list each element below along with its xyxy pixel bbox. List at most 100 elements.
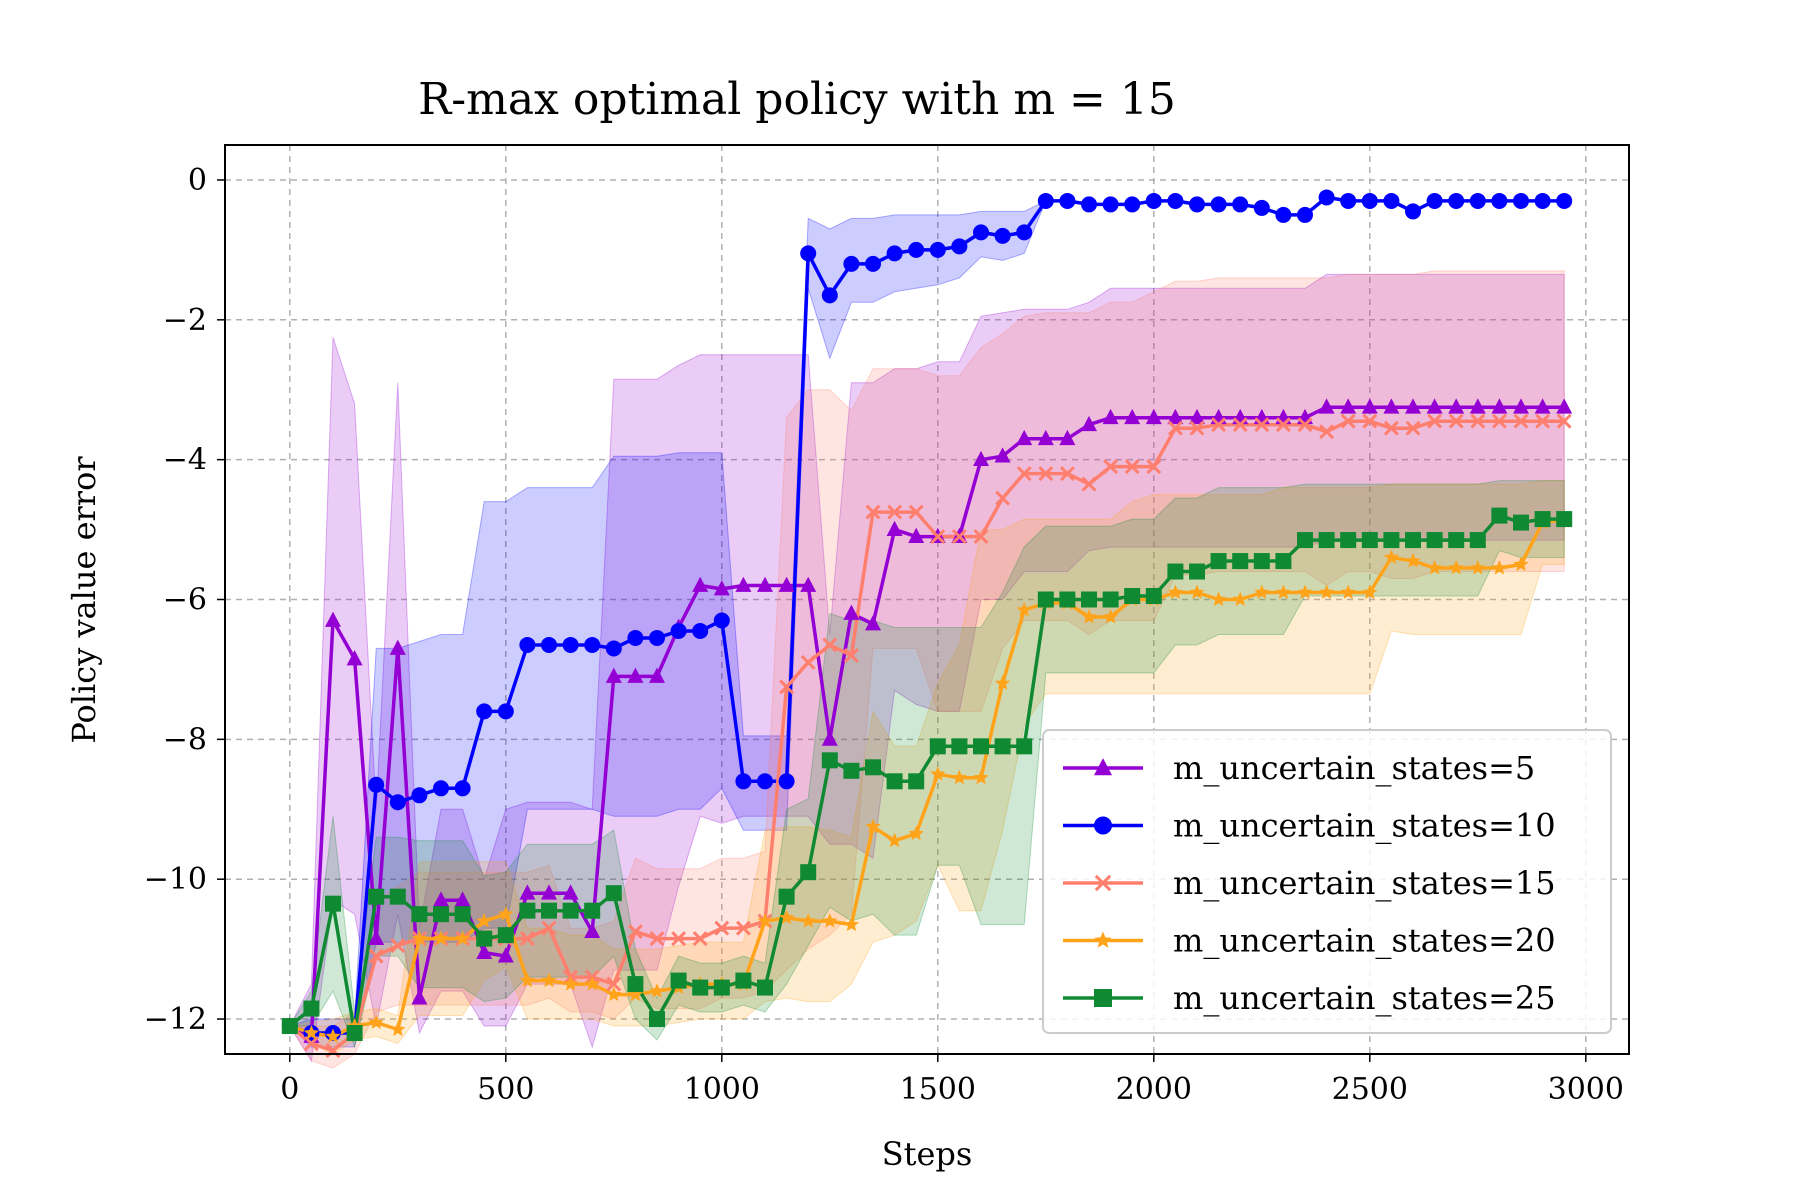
data-point <box>1016 738 1033 755</box>
data-point <box>778 576 795 592</box>
data-point <box>1448 398 1465 414</box>
data-point <box>1167 192 1184 209</box>
data-point <box>951 738 968 755</box>
data-point <box>1016 602 1032 617</box>
data-point <box>1491 507 1508 524</box>
data-point <box>325 895 341 912</box>
x-tick-label: 1000 <box>684 1072 760 1107</box>
data-point <box>1081 609 1097 624</box>
data-point <box>735 920 751 936</box>
data-point <box>1513 514 1529 531</box>
data-point <box>973 224 989 241</box>
data-point <box>843 647 859 663</box>
data-point <box>1469 398 1486 414</box>
data-point <box>1469 192 1486 209</box>
data-point <box>1253 553 1270 570</box>
data-point <box>757 576 773 592</box>
data-point <box>454 891 471 907</box>
data-point <box>800 913 816 928</box>
data-point <box>541 636 557 653</box>
data-point <box>1383 549 1399 564</box>
legend-marker <box>1094 931 1112 948</box>
data-point <box>865 255 881 272</box>
data-point <box>951 238 968 255</box>
data-point <box>368 1014 384 1029</box>
data-point <box>1534 192 1551 209</box>
data-point <box>389 888 406 905</box>
data-point <box>1102 196 1119 213</box>
data-point <box>519 972 535 988</box>
data-point <box>454 906 471 923</box>
data-point <box>411 906 428 923</box>
data-point <box>1059 466 1075 482</box>
data-point <box>800 864 817 881</box>
data-point <box>908 527 925 543</box>
legend: m_uncertain_states=5 m_uncertain_states=1… <box>1042 729 1612 1034</box>
data-point <box>692 622 709 639</box>
data-point <box>1470 413 1486 429</box>
chart-title: R-max optimal policy with m = 15 <box>418 74 1176 125</box>
data-point <box>800 245 817 262</box>
data-point <box>1383 420 1399 436</box>
data-point <box>1556 192 1573 209</box>
data-point <box>1318 532 1335 549</box>
data-point <box>303 1000 320 1017</box>
axis-ticks: 0 500 1000 1500 2000 2500 3000 0 −2 −4 −6 −8 −10 −12 <box>144 163 1624 1107</box>
data-point <box>757 773 773 790</box>
data-point <box>1232 553 1249 570</box>
data-point <box>1124 196 1141 213</box>
legend-label: m_uncertain_states=20 <box>1173 922 1556 960</box>
data-point <box>1361 192 1378 209</box>
data-point <box>1319 424 1335 440</box>
data-point <box>1081 591 1097 608</box>
data-point <box>1405 532 1421 549</box>
data-point <box>1513 413 1529 429</box>
data-point <box>1513 192 1529 209</box>
data-point <box>325 611 341 627</box>
data-point <box>303 1036 319 1051</box>
data-point <box>1016 224 1033 241</box>
legend-label: m_uncertain_states=25 <box>1173 979 1556 1017</box>
data-point <box>886 773 903 790</box>
data-point <box>821 752 838 769</box>
data-point <box>497 947 514 963</box>
y-tick-label: −4 <box>163 443 207 478</box>
data-point <box>433 930 449 946</box>
series-markers <box>281 189 1573 1058</box>
data-point <box>1124 588 1141 605</box>
data-point <box>390 938 406 954</box>
data-point <box>606 986 622 1001</box>
data-point <box>1037 429 1054 446</box>
data-point <box>325 1028 341 1043</box>
data-point <box>822 913 838 928</box>
data-point <box>821 730 838 746</box>
data-point <box>1102 591 1119 608</box>
data-point <box>1210 196 1227 213</box>
data-point <box>1167 408 1184 425</box>
data-point <box>541 920 557 936</box>
data-point <box>1254 584 1270 599</box>
data-point <box>1081 415 1097 432</box>
data-point <box>1362 413 1378 429</box>
x-axis-label: Steps <box>882 1135 973 1173</box>
data-point <box>498 906 514 921</box>
data-point <box>887 832 903 848</box>
data-point <box>433 891 449 907</box>
data-point <box>584 922 601 939</box>
data-point <box>994 227 1011 244</box>
data-point <box>1124 408 1141 425</box>
data-point <box>1319 584 1335 599</box>
data-point <box>627 924 643 940</box>
data-point <box>1340 398 1357 414</box>
y-tick-label: 0 <box>188 163 207 198</box>
data-point <box>1362 584 1378 599</box>
data-point <box>1513 556 1529 571</box>
data-point <box>1275 417 1291 433</box>
data-point <box>562 636 579 653</box>
data-point <box>930 766 946 781</box>
data-point <box>1448 532 1465 549</box>
data-point <box>541 884 557 900</box>
data-point <box>1210 553 1227 570</box>
data-point <box>541 972 557 988</box>
data-point <box>800 654 816 670</box>
